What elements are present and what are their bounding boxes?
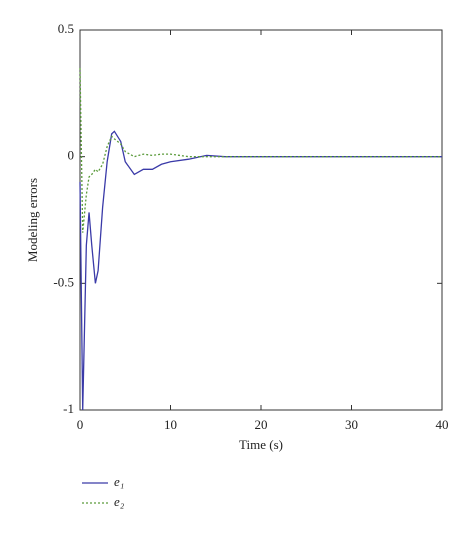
series-line <box>79 67 442 233</box>
legend-label: e₂ <box>114 494 125 509</box>
x-tick-label: 20 <box>255 417 268 432</box>
y-axis-label: Modeling errors <box>25 178 40 262</box>
x-axis-label: Time (s) <box>239 437 283 452</box>
x-tick-label: 0 <box>77 417 84 432</box>
legend-label: e₁ <box>114 474 124 489</box>
y-tick-label: 0 <box>68 148 75 163</box>
y-tick-label: -0.5 <box>53 274 74 289</box>
x-tick-label: 30 <box>345 417 358 432</box>
series-line <box>79 130 442 411</box>
plot-frame <box>79 29 443 411</box>
x-tick-label: 10 <box>164 417 177 432</box>
y-tick-label: -1 <box>63 401 74 416</box>
x-tick-label: 40 <box>436 417 449 432</box>
y-tick-label: 0.5 <box>58 21 74 36</box>
